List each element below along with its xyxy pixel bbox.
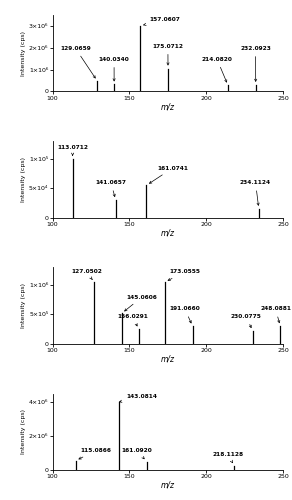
Y-axis label: Intensity (cps): Intensity (cps) bbox=[21, 157, 26, 202]
X-axis label: m/z: m/z bbox=[161, 102, 175, 111]
Text: 127.0502: 127.0502 bbox=[71, 270, 102, 280]
Text: 232.0923: 232.0923 bbox=[240, 46, 271, 82]
Text: 175.0712: 175.0712 bbox=[152, 44, 183, 65]
Text: 234.1124: 234.1124 bbox=[240, 180, 271, 206]
Text: 161.0741: 161.0741 bbox=[150, 166, 188, 184]
Text: 157.0607: 157.0607 bbox=[144, 16, 180, 26]
Text: 115.0866: 115.0866 bbox=[79, 448, 111, 459]
Text: 143.0814: 143.0814 bbox=[119, 394, 157, 402]
Text: 161.0920: 161.0920 bbox=[122, 448, 152, 459]
Y-axis label: Intensity (cps): Intensity (cps) bbox=[21, 30, 26, 76]
Text: 218.1128: 218.1128 bbox=[212, 452, 244, 462]
X-axis label: m/z: m/z bbox=[161, 354, 175, 364]
X-axis label: m/z: m/z bbox=[161, 480, 175, 490]
Text: 173.0555: 173.0555 bbox=[168, 270, 200, 280]
Text: 248.0881: 248.0881 bbox=[260, 306, 291, 322]
X-axis label: m/z: m/z bbox=[161, 228, 175, 237]
Y-axis label: Intensity (cps): Intensity (cps) bbox=[21, 410, 26, 455]
Text: 141.0657: 141.0657 bbox=[95, 180, 126, 196]
Text: 129.0659: 129.0659 bbox=[60, 46, 95, 78]
Text: 191.0660: 191.0660 bbox=[169, 306, 200, 323]
Text: 140.0340: 140.0340 bbox=[99, 57, 129, 81]
Text: 156.0291: 156.0291 bbox=[117, 314, 148, 326]
Text: 145.0606: 145.0606 bbox=[125, 294, 157, 311]
Text: 214.0820: 214.0820 bbox=[202, 57, 232, 82]
Text: 113.0712: 113.0712 bbox=[57, 145, 88, 156]
Y-axis label: Intensity (cps): Intensity (cps) bbox=[21, 283, 26, 328]
Text: 230.0775: 230.0775 bbox=[231, 314, 262, 328]
